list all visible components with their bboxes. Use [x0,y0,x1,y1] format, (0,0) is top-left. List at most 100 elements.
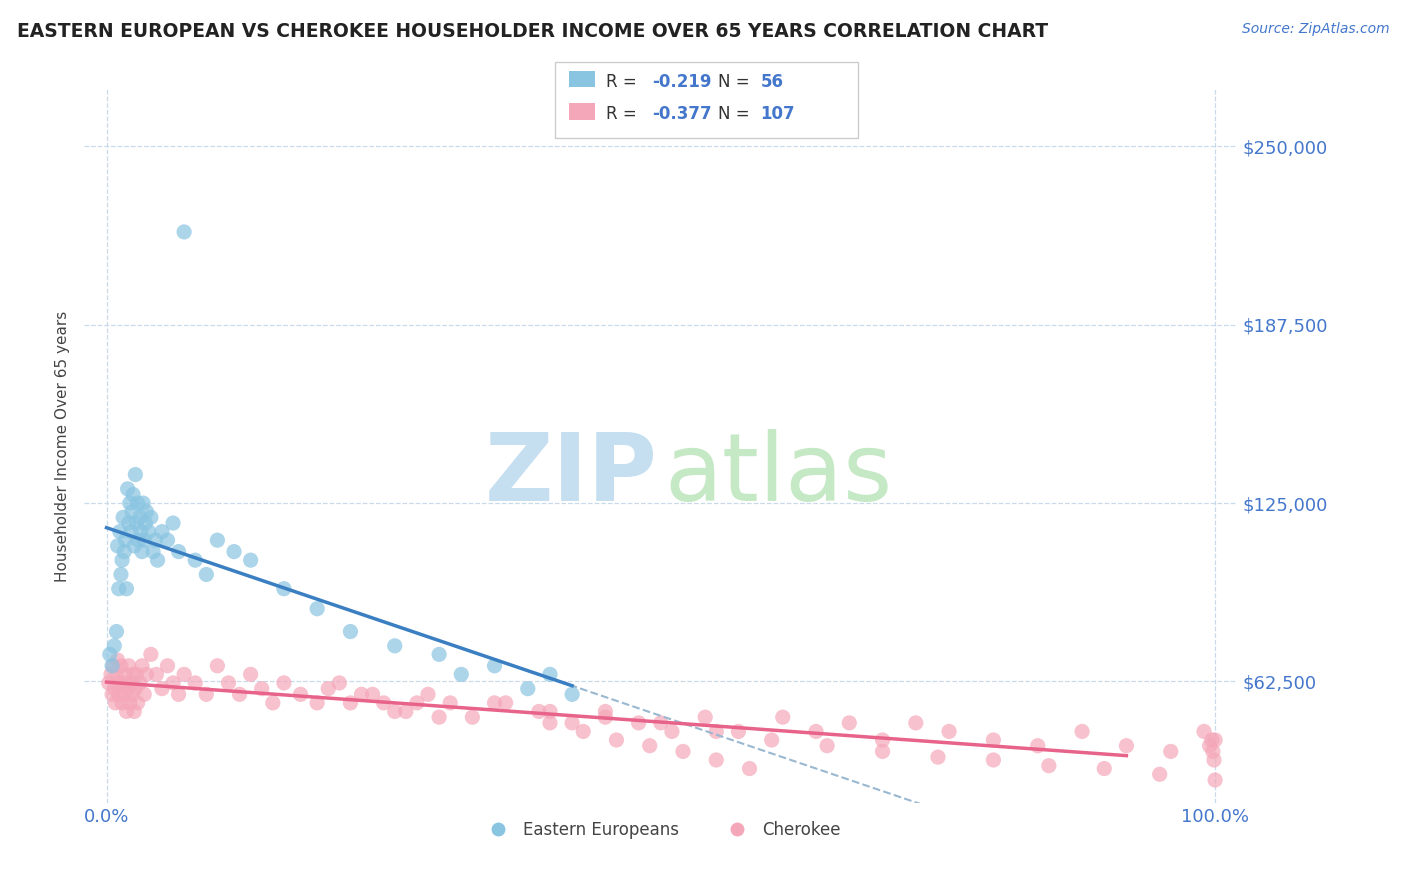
Point [125,667,148,681]
Point [222,544,245,558]
Point [427,648,450,662]
Point [761,733,783,747]
Point [112,687,135,701]
Point [131,544,153,558]
Point [114,533,136,548]
Legend: Eastern Europeans, Cherokee: Eastern Europeans, Cherokee [474,814,848,846]
Point [218,676,240,690]
Text: ZIP: ZIP [485,428,658,521]
Point [495,696,517,710]
Point [125,516,148,530]
Point [450,667,472,681]
Text: -0.219: -0.219 [652,73,711,91]
Text: atlas: atlas [664,428,893,521]
Point [361,687,384,701]
Point [461,710,484,724]
Point [184,676,207,690]
Point [167,544,190,558]
Point [650,715,672,730]
Point [129,524,152,539]
Point [156,658,179,673]
Point [173,225,195,239]
Point [112,676,135,690]
Point [605,733,627,747]
Point [122,667,145,681]
Point [406,696,429,710]
Point [195,567,218,582]
Point [595,705,617,719]
Point [704,724,727,739]
Point [101,658,124,673]
Point [1038,758,1060,772]
Point [120,676,142,690]
Text: R =: R = [606,105,643,123]
Point [112,544,135,558]
Point [127,696,149,710]
Point [103,639,125,653]
Point [384,639,406,653]
Text: 56: 56 [761,73,783,91]
Point [307,601,329,615]
Point [538,715,561,730]
Point [142,544,165,558]
Point [1198,739,1220,753]
Point [872,744,894,758]
Point [316,681,339,696]
Point [561,715,583,730]
Text: Source: ZipAtlas.com: Source: ZipAtlas.com [1241,22,1389,37]
Point [1149,767,1171,781]
Point [738,762,761,776]
Point [184,553,207,567]
Point [145,667,167,681]
Point [384,705,406,719]
Point [121,687,143,701]
Point [101,687,124,701]
Point [134,533,156,548]
Point [135,667,157,681]
Point [395,705,418,719]
Point [228,687,250,701]
Point [162,676,184,690]
Point [118,658,141,673]
Point [150,524,173,539]
Point [904,715,927,730]
Point [115,582,138,596]
Point [207,658,229,673]
Point [118,516,141,530]
Point [1204,733,1226,747]
Point [173,667,195,681]
Point [135,505,157,519]
Point [427,710,450,724]
Point [124,467,146,482]
Point [983,733,1005,747]
Point [107,687,129,701]
Point [561,687,583,701]
Point [134,516,156,530]
Point [117,681,139,696]
Point [339,696,361,710]
Point [328,676,350,690]
Point [108,524,131,539]
Point [128,510,150,524]
Point [98,648,121,662]
Point [1092,762,1115,776]
Point [128,533,150,548]
Point [727,724,749,739]
Text: -0.377: -0.377 [652,105,711,123]
Point [118,696,141,710]
Point [138,524,160,539]
Point [108,676,131,690]
Point [143,533,166,548]
Point [1160,744,1182,758]
Point [439,696,461,710]
Point [111,553,134,567]
Point [1201,733,1223,747]
Text: R =: R = [606,73,643,91]
Point [661,724,683,739]
Point [104,696,127,710]
Point [538,667,561,681]
Point [139,648,162,662]
Text: 107: 107 [761,105,796,123]
Point [97,676,120,690]
Point [156,533,179,548]
